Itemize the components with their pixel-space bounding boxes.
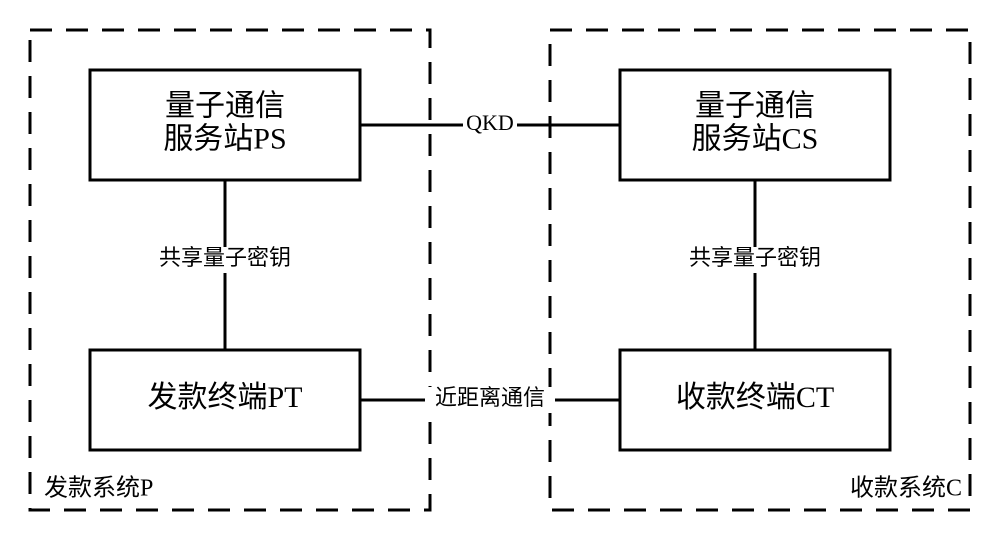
group-p-label: 发款系统P: [44, 475, 153, 502]
node-ps-line2: 服务站PS: [163, 122, 286, 155]
node-ps: 量子通信服务站PS: [90, 70, 360, 180]
edge-qkd: QKD: [360, 110, 620, 137]
edge-right-key-label: 共享量子密钥: [689, 245, 821, 270]
edge-right-key: 共享量子密钥: [675, 180, 835, 350]
node-pt: 发款终端PT: [90, 350, 360, 450]
edge-left-key-label: 共享量子密钥: [159, 245, 291, 270]
edge-near-label: 近距离通信: [435, 385, 545, 410]
edge-near: 近距离通信: [360, 385, 620, 413]
node-cs: 量子通信服务站CS: [620, 70, 890, 180]
node-ct: 收款终端CT: [620, 350, 890, 450]
node-ps-line1: 量子通信: [165, 89, 285, 122]
node-pt-line1: 发款终端PT: [147, 381, 302, 414]
node-ct-line1: 收款终端CT: [676, 381, 834, 414]
edge-qkd-label: QKD: [466, 110, 514, 135]
edge-left-key: 共享量子密钥: [145, 180, 305, 350]
group-c-label: 收款系统C: [850, 475, 962, 502]
node-cs-line2: 服务站CS: [692, 122, 819, 155]
node-cs-line1: 量子通信: [695, 89, 815, 122]
